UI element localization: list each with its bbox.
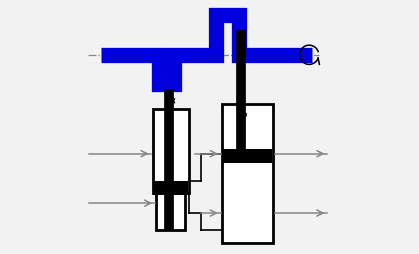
Bar [153,182,188,196]
Bar [156,194,185,230]
Bar [153,110,189,194]
Bar [222,105,273,243]
Bar [222,149,272,163]
